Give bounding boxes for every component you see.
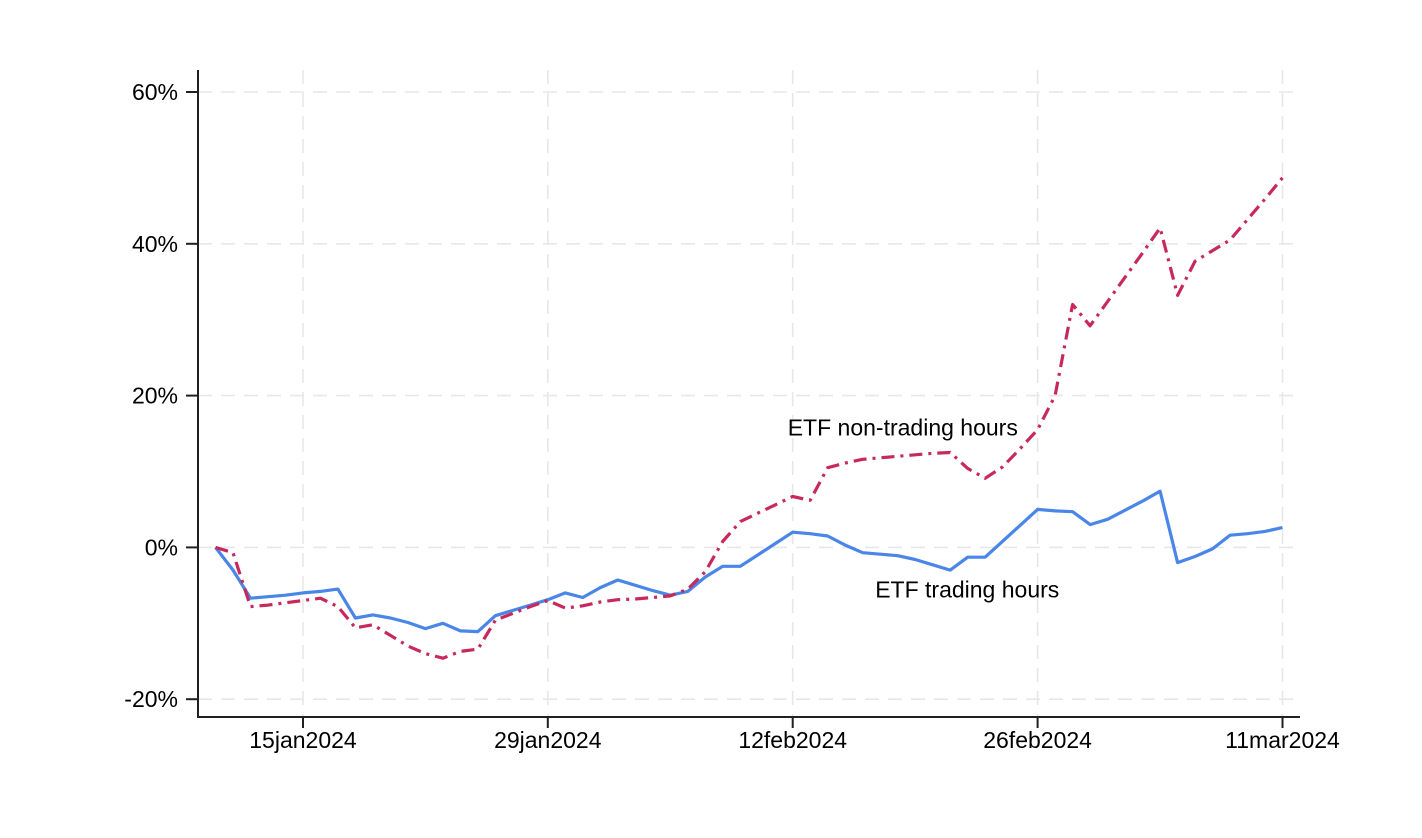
- gridlines: [198, 70, 1300, 717]
- axis-frame: [197, 70, 1300, 718]
- y-axis: -20% 0% 20% 40% 60%: [124, 79, 198, 712]
- x-tick-label: 26feb2024: [983, 727, 1092, 753]
- x-tick-label: 29jan2024: [494, 727, 602, 753]
- y-tick-label: -20%: [124, 686, 178, 712]
- series-line-etf-trading-hours: [214, 489, 1283, 634]
- y-tick-label: 20%: [132, 383, 178, 409]
- series-label-trading: ETF trading hours: [875, 576, 1060, 603]
- x-tick-label: 15jan2024: [249, 727, 357, 753]
- y-tick-label: 40%: [132, 231, 178, 257]
- y-tick-label: 0%: [145, 534, 178, 560]
- series-label-nontrading: ETF non-trading hours: [787, 414, 1018, 441]
- x-axis: 15jan2024 29jan2024 12feb2024 26feb2024 11ma…: [249, 717, 1340, 753]
- y-tick-label: 60%: [132, 79, 178, 105]
- x-tick-label: 12feb2024: [738, 727, 847, 753]
- series-line-etf-non-trading-hours: [215, 176, 1284, 660]
- x-tick-label: 11mar2024: [1225, 727, 1340, 753]
